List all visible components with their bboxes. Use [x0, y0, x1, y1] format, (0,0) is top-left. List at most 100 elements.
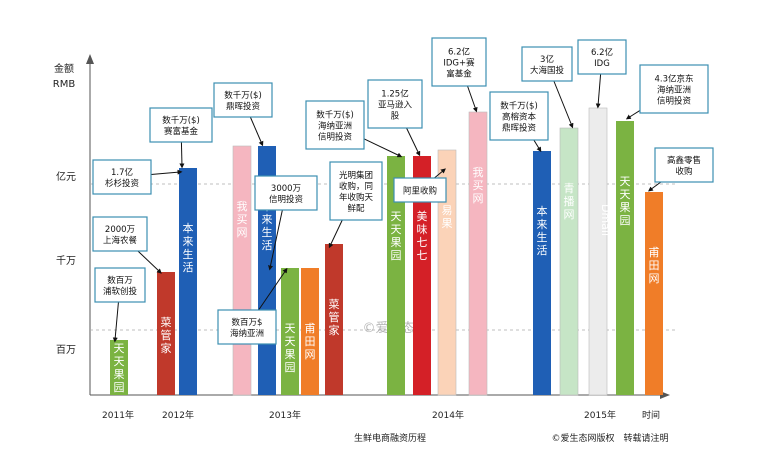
- callout-box-15: [577, 39, 627, 75]
- axis-title-line1: 金额: [54, 62, 74, 75]
- callout-box-6: [254, 175, 318, 211]
- bar-9: [387, 156, 405, 395]
- bar-12: [468, 111, 488, 396]
- bar-8: [325, 244, 343, 395]
- callout-box-7: [217, 309, 277, 345]
- callout-box-8: [329, 161, 383, 221]
- bar-label-6: 天天果园: [285, 322, 296, 374]
- callouts-layer: 数百万浦软创投 2000万上海农餐 1.7亿杉杉投资 数千万($)赛富基金 数千万($)…: [92, 37, 714, 345]
- bar-2: [157, 272, 175, 395]
- bar-6: [281, 268, 299, 395]
- callout-16: 4.3亿京东海纳亚洲信明投资: [625, 64, 709, 120]
- bar-label-1: 天天果园: [114, 342, 125, 394]
- callout-2: 2000万上海农餐: [92, 216, 162, 274]
- callout-arrow-6: [268, 209, 283, 271]
- callout-box-10: [367, 79, 423, 129]
- callout-arrow-14: [553, 80, 574, 129]
- callout-arrow-15: [595, 73, 602, 109]
- callout-text-6: 3000万信明投资: [269, 184, 304, 205]
- callout-text-9: 数千万($)海纳亚洲信明投资: [316, 110, 354, 143]
- bar-4: [232, 145, 252, 396]
- callout-arrow-3: [150, 169, 183, 175]
- callout-arrow-5: [249, 116, 264, 147]
- callout-10: 1.25亿亚马逊入股: [367, 79, 423, 157]
- footer-caption: 生鲜电商融资历程: [354, 432, 426, 444]
- bar-label-15: Dmall: [599, 204, 612, 236]
- callout-14: 3亿大海国投: [521, 46, 574, 129]
- callout-text-2: 2000万上海农餐: [103, 225, 138, 246]
- callout-arrow-17: [647, 181, 662, 192]
- callout-text-13: 数千万($)高榕资本鼎晖投资: [500, 101, 538, 134]
- callout-text-17: 高鑫零售收购: [667, 155, 701, 177]
- bar-13: [533, 151, 551, 395]
- callout-text-1: 数百万浦软创投: [103, 275, 138, 297]
- callout-3: 1.7亿杉杉投资: [92, 159, 183, 195]
- callout-arrow-7: [258, 267, 288, 311]
- callout-5: 数千万($)鼎晖投资: [213, 82, 273, 147]
- bar-7: [301, 268, 319, 395]
- callout-box-9: [305, 100, 365, 150]
- bar-label-13: 本来生活: [537, 204, 548, 257]
- bar-10: [413, 156, 431, 395]
- callout-arrow-8: [328, 219, 343, 249]
- x-tick-2015: 2015年: [584, 409, 616, 421]
- callout-text-16: 4.3亿京东海纳亚洲信明投资: [654, 74, 693, 107]
- bar-label-7: 甫田网: [305, 322, 316, 361]
- callout-text-14: 3亿大海国投: [530, 54, 565, 76]
- bar-11: [437, 149, 457, 396]
- bar-3: [179, 168, 197, 395]
- callout-arrow-11: [434, 168, 446, 179]
- callout-box-5: [213, 82, 273, 118]
- bar-label-2: 菜管家: [161, 316, 172, 355]
- y-level-yiyuan: 亿元: [56, 170, 76, 183]
- bar-label-9: 天天果园: [391, 210, 402, 262]
- callout-arrow-4: [179, 141, 185, 169]
- callout-text-15: 6.2亿 IDG: [591, 47, 613, 69]
- callout-17: 高鑫零售收购: [647, 147, 714, 192]
- callout-box-17: [654, 147, 714, 183]
- callout-text-4: 数千万($)赛富基金: [162, 115, 200, 137]
- bar-14: [559, 127, 579, 396]
- callout-12: 6.2亿 IDG+赛富基金: [431, 37, 487, 113]
- x-tick-2012: 2012年: [162, 409, 194, 421]
- x-tick-time: 时间: [642, 409, 660, 421]
- x-tick-2013: 2013年: [269, 409, 301, 421]
- callout-text-8: 光明集团收购，同年收购天鲜配: [339, 170, 374, 214]
- callout-arrow-10: [406, 127, 421, 157]
- callout-text-5: 数千万($)鼎晖投资: [224, 90, 262, 112]
- callout-box-16: [639, 64, 709, 114]
- callout-text-11: 阿里收购: [403, 186, 437, 197]
- callout-text-7: 数百万$海纳亚洲: [230, 317, 264, 339]
- y-level-qianwan: 千万: [56, 255, 76, 267]
- bar-label-3: 本来生活: [183, 221, 194, 274]
- x-tick-2014: 2014年: [432, 409, 464, 421]
- callout-arrow-2: [137, 250, 162, 274]
- callout-text-3: 1.7亿杉杉投资: [105, 167, 140, 189]
- callout-13: 数千万($)高榕资本鼎晖投资: [489, 91, 549, 153]
- callout-box-14: [521, 46, 573, 82]
- bar-label-12: 我买网: [473, 166, 484, 205]
- callout-4: 数千万($)赛富基金: [149, 107, 213, 169]
- callout-box-12: [431, 37, 487, 87]
- bar-label-4: 我买网: [237, 200, 248, 239]
- callout-box-4: [149, 107, 213, 143]
- x-tick-2011: 2011年: [102, 409, 134, 421]
- callout-box-3: [92, 159, 152, 195]
- callout-arrow-16: [625, 110, 641, 120]
- callout-6: 3000万信明投资: [254, 175, 318, 271]
- callout-arrow-12: [467, 85, 478, 113]
- callout-1: 数百万浦软创投: [94, 267, 146, 343]
- bar-label-14: 青播网: [564, 182, 575, 221]
- callout-arrow-9: [363, 138, 403, 158]
- bar-label-8: 菜管家: [329, 298, 340, 337]
- bar-17: [645, 192, 663, 395]
- callout-7: 数百万$海纳亚洲: [217, 267, 288, 345]
- callout-box-13: [489, 91, 549, 141]
- bar-label-16: 天天果园: [620, 175, 631, 227]
- y-level-baiwan: 百万: [56, 344, 76, 356]
- callout-15: 6.2亿 IDG: [577, 39, 627, 109]
- callout-text-10: 1.25亿亚马逊入股: [378, 89, 413, 122]
- bar-15: [588, 107, 608, 396]
- y-axis-arrow: [86, 54, 94, 64]
